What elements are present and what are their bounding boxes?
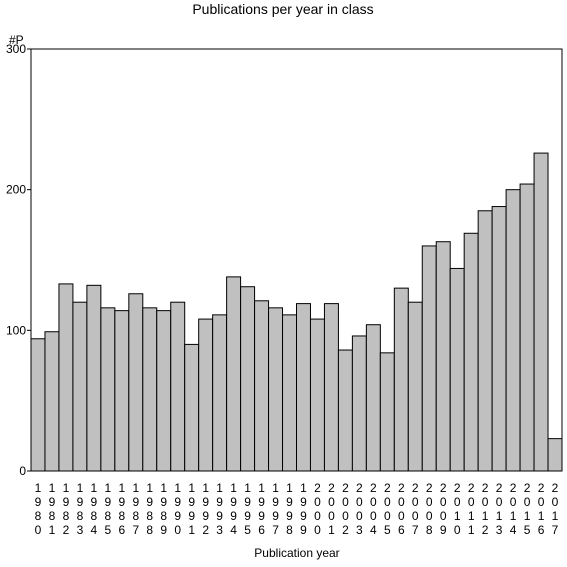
bar-1994 xyxy=(226,276,242,472)
bar-1990 xyxy=(170,301,186,472)
bar-1983 xyxy=(72,301,88,472)
bar-1981 xyxy=(44,331,60,472)
y-tick-label: 100 xyxy=(6,323,26,337)
bar-2015 xyxy=(519,183,535,472)
y-axis-label: #P xyxy=(9,33,24,47)
x-axis-label: Publication year xyxy=(254,546,339,560)
bar-2002 xyxy=(337,349,353,472)
bars xyxy=(30,152,563,472)
bar-1993 xyxy=(212,314,228,472)
y-tick-label: 0 xyxy=(19,464,26,478)
chart-title: Publications per year in class xyxy=(192,1,373,17)
bar-2014 xyxy=(505,189,521,472)
bar-2011 xyxy=(463,232,479,472)
bar-1996 xyxy=(254,300,270,472)
bar-1989 xyxy=(156,310,172,472)
y-tick-label: 300 xyxy=(6,42,26,56)
bar-2004 xyxy=(365,324,381,472)
bar-2008 xyxy=(421,245,437,472)
y-ticks: 0 100 200 300 xyxy=(6,42,31,478)
bar-2005 xyxy=(379,352,395,472)
bar-1986 xyxy=(114,310,130,472)
bar-2016 xyxy=(533,152,549,472)
bar-1987 xyxy=(128,293,144,472)
bar-1997 xyxy=(268,307,284,472)
bar-1988 xyxy=(142,307,158,472)
bar-2007 xyxy=(407,301,423,472)
bar-2017 xyxy=(547,438,563,472)
bar-1998 xyxy=(282,314,297,472)
bar-2003 xyxy=(351,335,367,472)
bar-2009 xyxy=(435,241,451,472)
bar-1985 xyxy=(100,307,116,472)
plot-frame xyxy=(30,48,563,472)
bar-2000 xyxy=(309,318,325,472)
y-tick-label: 200 xyxy=(6,183,26,197)
bar-2010 xyxy=(449,267,465,472)
bar-1982 xyxy=(58,283,74,472)
bar-2012 xyxy=(477,210,493,472)
bar-2013 xyxy=(491,206,507,472)
bar-1995 xyxy=(240,286,256,472)
bar-1999 xyxy=(296,303,311,472)
bar-1980 xyxy=(30,338,46,472)
x-ticks: 1 9 8 0 1 9 8 1 1 9 8 2 1 9 8 3 1 9 8 4 1 9 8 5 1 9 8 6 1 9 8 7 1 9 8 8 1 9 8 9… xyxy=(35,481,559,537)
bar-1992 xyxy=(198,318,214,472)
bar-1991 xyxy=(184,343,200,472)
bar-2001 xyxy=(323,303,339,472)
bar-1984 xyxy=(86,284,102,472)
bar-2006 xyxy=(393,287,409,472)
